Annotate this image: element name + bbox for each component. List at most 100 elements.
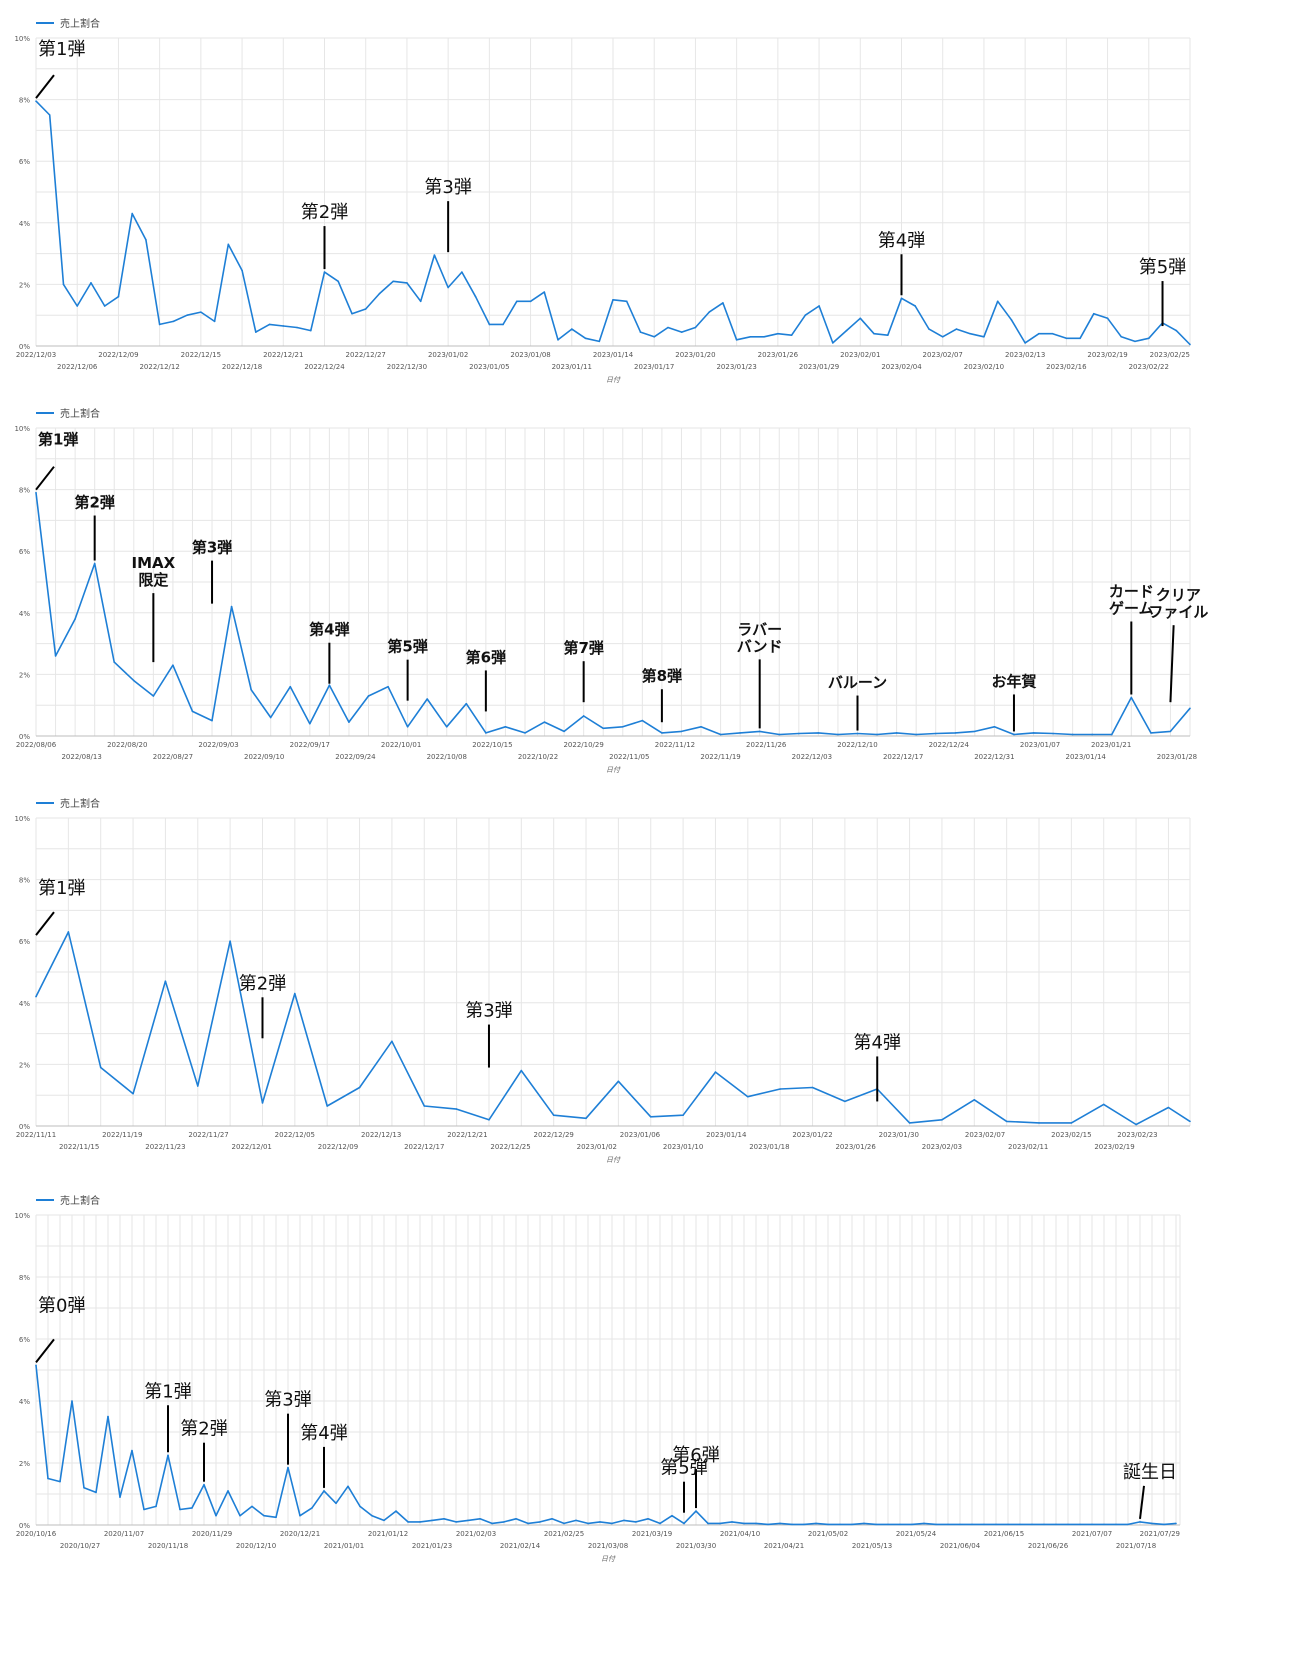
data-point xyxy=(623,1519,625,1522)
x-tick-label: 2023/02/11 xyxy=(1008,1143,1048,1151)
data-point xyxy=(387,685,389,688)
data-point xyxy=(143,1508,145,1511)
data-point xyxy=(856,732,859,735)
x-tick-label: 2020/11/07 xyxy=(104,1530,144,1538)
annotation-label: お年賀 xyxy=(991,672,1036,690)
data-point xyxy=(612,299,614,301)
data-point xyxy=(1032,732,1035,734)
data-point xyxy=(1163,1523,1165,1526)
data-point xyxy=(426,698,428,700)
x-tick-label: 2021/02/14 xyxy=(500,1542,541,1550)
y-tick-label: 8% xyxy=(19,1274,30,1282)
annotation-label-line: IMAX xyxy=(132,554,176,572)
data-point xyxy=(250,689,252,691)
x-tick-label: 2021/03/30 xyxy=(676,1542,716,1550)
data-point xyxy=(969,332,971,335)
data-point xyxy=(423,1105,426,1107)
data-point xyxy=(347,1485,349,1488)
annotation-label-line: ファイル xyxy=(1148,603,1208,621)
data-point xyxy=(886,334,889,337)
data-point xyxy=(695,1510,697,1512)
data-point xyxy=(488,1119,490,1121)
x-tick-label: 2023/01/26 xyxy=(835,1143,876,1151)
x-tick-label: 2023/01/21 xyxy=(1091,741,1131,749)
data-point xyxy=(837,733,839,736)
series-line xyxy=(35,1365,1177,1526)
data-point xyxy=(749,335,752,338)
y-tick-label: 0% xyxy=(19,1522,30,1530)
data-point xyxy=(641,719,644,722)
data-point xyxy=(1147,337,1150,340)
data-point xyxy=(543,291,546,293)
annotation-label: バルーン xyxy=(828,674,887,692)
legend-label: 売上割合 xyxy=(60,1194,100,1207)
x-tick-label: 2022/12/18 xyxy=(222,363,262,371)
annotation-label-line: 限定 xyxy=(138,571,168,589)
annotation-leader-line xyxy=(35,466,55,491)
data-point xyxy=(661,732,663,734)
x-tick-label: 2022/08/20 xyxy=(107,741,147,749)
data-point xyxy=(503,1521,505,1523)
x-tick-label: 2023/02/04 xyxy=(881,363,922,371)
data-point xyxy=(131,212,133,215)
data-point xyxy=(827,1523,829,1526)
data-point xyxy=(323,271,326,273)
data-point xyxy=(479,1518,481,1520)
x-tick-label: 2023/01/14 xyxy=(706,1131,747,1139)
data-point xyxy=(447,286,449,289)
data-point xyxy=(485,732,487,734)
data-point xyxy=(323,1490,325,1492)
data-point xyxy=(1067,1523,1069,1526)
data-point xyxy=(1010,319,1013,321)
data-point xyxy=(348,721,350,723)
data-point xyxy=(392,280,394,283)
data-point xyxy=(261,1102,264,1104)
annotation-label: 第3弾 xyxy=(465,1001,512,1022)
data-point xyxy=(551,1518,553,1520)
x-tick-label: 2022/12/10 xyxy=(837,741,877,749)
annotation-label-line: バンド xyxy=(737,637,783,655)
x-tick-label: 2021/04/21 xyxy=(764,1542,804,1550)
data-point xyxy=(287,1466,289,1469)
x-tick-label: 2022/12/06 xyxy=(57,363,98,371)
data-point xyxy=(1150,732,1152,734)
data-point xyxy=(263,1514,265,1517)
data-point xyxy=(570,328,573,330)
data-point xyxy=(54,655,57,657)
x-tick-label: 2021/01/23 xyxy=(412,1542,452,1550)
data-point xyxy=(928,328,930,330)
data-point xyxy=(602,727,605,730)
data-point xyxy=(875,1523,877,1526)
x-tick-label: 2023/02/22 xyxy=(1129,363,1169,371)
x-tick-label: 2023/02/19 xyxy=(1094,1143,1134,1151)
annotation-label-line: 誕生日 xyxy=(1123,1462,1177,1483)
data-point xyxy=(191,710,194,713)
x-tick-label: 2022/11/11 xyxy=(16,1131,56,1139)
data-point xyxy=(1120,335,1123,338)
x-tick-label: 2022/12/27 xyxy=(346,351,386,359)
data-point xyxy=(179,1508,181,1511)
data-point xyxy=(383,1519,385,1522)
annotation-label-line: クリア xyxy=(1156,586,1201,604)
data-point xyxy=(391,1040,393,1043)
data-point xyxy=(83,1487,85,1489)
x-axis-title: 日付 xyxy=(606,766,621,774)
data-point xyxy=(516,300,518,303)
x-tick-label: 2021/07/18 xyxy=(1116,1542,1156,1550)
x-tick-label: 2023/02/01 xyxy=(840,351,880,359)
data-point xyxy=(164,980,167,983)
x-tick-label: 2022/12/03 xyxy=(16,351,56,359)
x-tick-label: 2022/08/27 xyxy=(153,753,193,761)
annotation-label-line: お年賀 xyxy=(991,672,1036,690)
data-point xyxy=(1091,1523,1093,1526)
x-tick-label: 2023/01/05 xyxy=(469,363,509,371)
data-point xyxy=(731,1521,733,1523)
x-tick-label: 2023/01/17 xyxy=(634,363,674,371)
annotation-label-line: 第1弾 xyxy=(38,431,78,449)
data-point xyxy=(465,702,468,705)
x-tick-label: 2022/09/10 xyxy=(244,753,284,761)
data-point xyxy=(954,732,957,734)
x-tick-label: 2021/05/13 xyxy=(852,1542,892,1550)
data-point xyxy=(1013,733,1015,736)
